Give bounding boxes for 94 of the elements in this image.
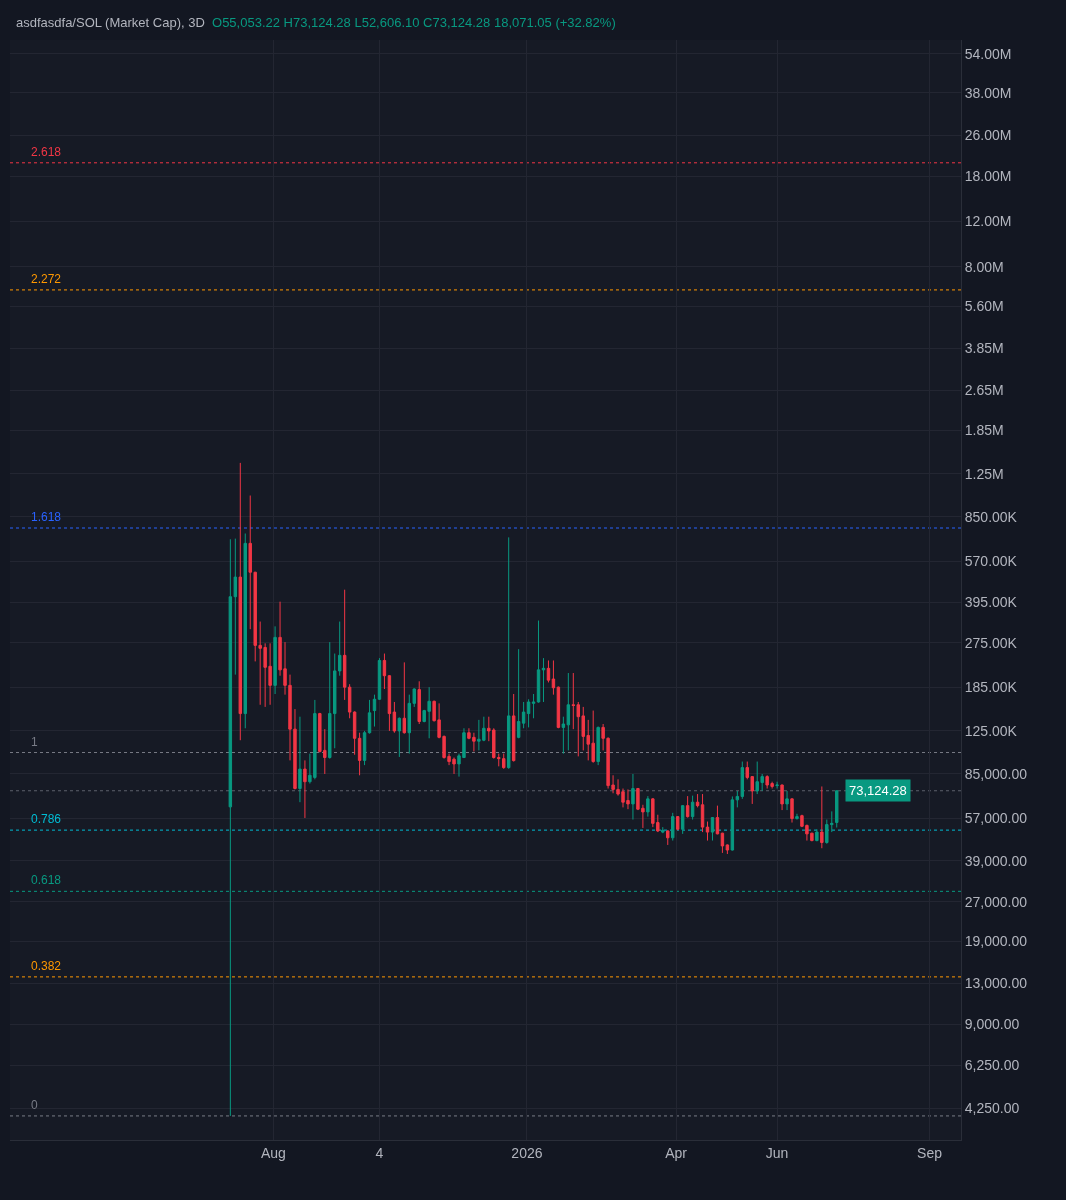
annotation: 0.786 <box>31 812 62 826</box>
candlestick <box>298 716 302 803</box>
candlestick <box>730 795 735 852</box>
y-tick-label: 850.00K <box>964 508 1018 525</box>
candlestick <box>392 701 397 734</box>
y-tick-label: 4,250.00 <box>964 1100 1020 1117</box>
y-tick-label: 1.25M <box>964 465 1004 482</box>
candlestick <box>720 832 725 854</box>
candlestick <box>362 730 367 766</box>
y-tick-label: 57,000.00 <box>964 810 1028 827</box>
annotation: 1 <box>31 735 38 749</box>
candlestick <box>666 829 670 846</box>
annotation: 2.272 <box>31 272 62 286</box>
candlestick <box>541 657 546 703</box>
annotation: 0.618 <box>31 873 62 887</box>
x-tick-label: Apr <box>665 1144 688 1161</box>
candlestick <box>511 693 516 763</box>
candlestick <box>661 826 665 834</box>
candlestick <box>775 781 779 790</box>
candlestick <box>536 620 541 704</box>
y-tick-label: 54.00M <box>964 45 1012 62</box>
candlestick <box>551 659 556 696</box>
y-tick-label: 85,000.00 <box>964 765 1028 782</box>
candlestick <box>675 815 680 831</box>
y-tick-label: 8.00M <box>964 258 1004 275</box>
candlestick <box>596 726 600 766</box>
candlestick <box>367 699 372 735</box>
candlestick <box>382 653 387 690</box>
candlestick <box>680 804 685 835</box>
candlestick <box>546 659 551 683</box>
y-tick-label: 185.00K <box>964 679 1018 696</box>
candlestick <box>835 790 839 829</box>
candlestick <box>695 793 700 808</box>
y-tick-label: 38.00M <box>964 84 1012 101</box>
y-tick-label: 9,000.00 <box>964 1016 1020 1033</box>
candlestick <box>417 680 421 725</box>
y-tick-label: 39,000.00 <box>964 852 1028 869</box>
y-tick-label: 13,000.00 <box>964 975 1028 992</box>
y-tick-label: 27,000.00 <box>964 893 1028 910</box>
candlestick <box>566 672 571 751</box>
annotation: 73,124.28 <box>849 783 907 798</box>
candlestick <box>715 805 720 835</box>
x-tick-label: 2026 <box>511 1144 543 1161</box>
annotation: 1.618 <box>31 510 62 524</box>
candlestick <box>631 773 635 821</box>
chart-subtitle: O55,053.22 H73,124.28 L52,606.10 C73,124.28 18,071.05 (+32.82%) <box>212 15 616 31</box>
candlestick <box>700 793 705 833</box>
candlestick <box>243 533 247 729</box>
candlestick <box>671 812 675 842</box>
chart-title: asdfasdfa/SOL (Market Cap), 3D <box>15 15 205 31</box>
candlestick <box>357 732 362 776</box>
y-tick-label: 125.00K <box>964 722 1018 739</box>
candlestick <box>785 790 789 811</box>
annotation: 2.618 <box>31 145 62 159</box>
candlestick <box>795 813 799 821</box>
candlestick <box>506 536 511 770</box>
candlestick <box>526 698 531 728</box>
candlestick <box>303 759 307 819</box>
x-tick-label: Aug <box>260 1144 286 1161</box>
x-tick-label: Sep <box>917 1144 943 1161</box>
x-tick-label: Jun <box>765 1144 789 1161</box>
candlestick <box>397 716 402 758</box>
candlestick <box>690 795 695 821</box>
candlestick <box>531 693 536 719</box>
candlestick <box>646 795 650 818</box>
candlestick <box>402 661 407 735</box>
annotation: 0 <box>31 1098 38 1112</box>
candlestick <box>516 648 521 739</box>
y-tick-label: 3.85M <box>964 340 1004 357</box>
y-tick-label: 19,000.00 <box>964 933 1028 950</box>
candlestick <box>685 795 690 819</box>
y-tick-label: 12.00M <box>964 213 1012 230</box>
y-tick-label: 570.00K <box>964 553 1018 570</box>
candlestick <box>790 797 794 824</box>
candlestick <box>725 844 730 855</box>
candlestick <box>273 625 277 695</box>
y-tick-label: 2.65M <box>964 381 1004 398</box>
y-tick-label: 1.85M <box>964 422 1004 439</box>
y-tick-label: 395.00K <box>964 594 1018 611</box>
x-tick-label: 4 <box>375 1144 384 1161</box>
candlestick <box>705 821 710 842</box>
candlestick <box>238 462 243 741</box>
annotation: 0.382 <box>31 959 62 973</box>
candlestick <box>820 785 824 849</box>
y-tick-label: 5.60M <box>964 298 1004 315</box>
y-tick-label: 275.00K <box>964 634 1018 651</box>
y-tick-label: 6,250.00 <box>964 1057 1020 1074</box>
candlestick <box>815 828 819 842</box>
y-tick-label: 18.00M <box>964 168 1012 185</box>
candlestick <box>372 694 377 728</box>
y-tick-label: 26.00M <box>964 127 1012 144</box>
candlestick <box>780 784 784 811</box>
candlestick <box>710 816 715 842</box>
candlestick <box>387 674 392 732</box>
